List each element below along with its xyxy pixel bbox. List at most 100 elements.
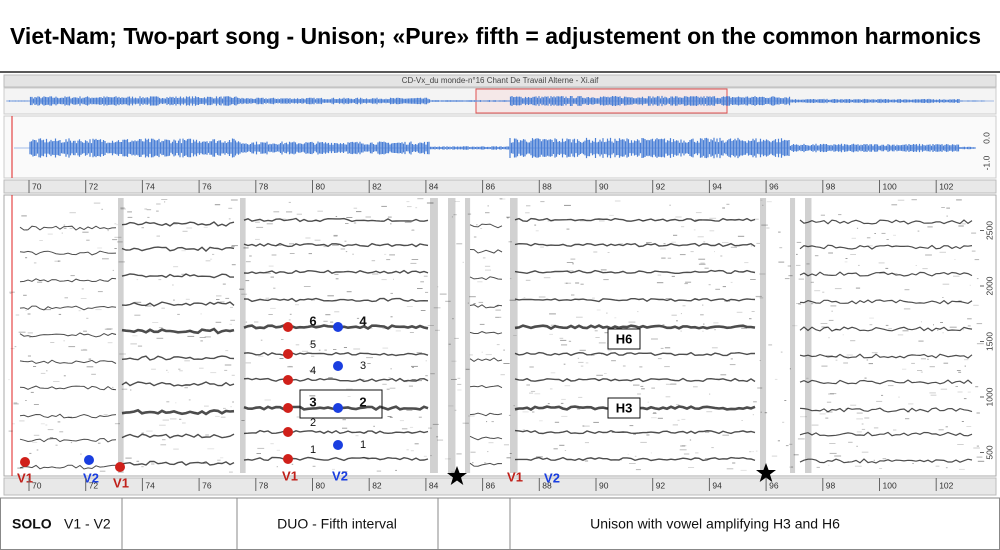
noise: [543, 277, 551, 279]
noise: [317, 210, 323, 212]
noise: [216, 295, 222, 297]
harmonic-trace: [469, 384, 503, 389]
noise: [961, 223, 966, 225]
noise: [372, 273, 379, 275]
noise: [8, 379, 10, 381]
noise: [958, 225, 964, 227]
noise: [10, 348, 15, 350]
noise: [33, 434, 40, 436]
ruler-label: 92: [656, 181, 666, 191]
noise: [205, 434, 209, 436]
noise: [967, 391, 971, 393]
noise: [751, 311, 755, 312]
noise: [45, 309, 51, 311]
noise: [305, 237, 311, 239]
noise: [114, 248, 117, 249]
noise: [604, 332, 610, 334]
noise: [976, 278, 979, 280]
noise: [577, 357, 580, 359]
noise: [709, 393, 711, 395]
section-detail: V1 - V2: [64, 516, 111, 532]
noise: [9, 291, 15, 293]
noise: [47, 233, 53, 235]
noise: [736, 311, 743, 313]
transient: [510, 198, 518, 473]
ruler-label: 100: [883, 181, 897, 191]
noise: [816, 466, 820, 468]
noise: [611, 360, 616, 362]
noise: [777, 440, 780, 442]
ruler-label: 102: [939, 480, 953, 490]
noise: [116, 224, 118, 226]
noise: [162, 439, 166, 441]
noise: [851, 237, 856, 239]
harmonic-trace: [121, 460, 235, 466]
noise: [328, 377, 333, 378]
noise: [387, 416, 392, 417]
noise: [346, 217, 353, 218]
noise: [651, 338, 658, 340]
noise: [578, 396, 583, 398]
noise: [23, 294, 27, 296]
noise: [866, 237, 871, 239]
noise: [607, 350, 612, 352]
noise: [127, 216, 133, 218]
noise: [270, 276, 274, 278]
noise: [455, 378, 457, 380]
noise: [911, 362, 915, 364]
noise: [695, 452, 699, 454]
noise: [560, 339, 567, 341]
noise: [698, 263, 706, 265]
noise: [834, 288, 842, 290]
noise: [946, 215, 948, 217]
noise: [55, 444, 58, 446]
noise: [585, 362, 589, 364]
noise: [886, 239, 889, 240]
noise: [657, 358, 662, 360]
noise: [495, 309, 501, 311]
noise: [141, 466, 144, 468]
noise: [912, 463, 914, 464]
noise: [977, 460, 985, 462]
noise: [97, 291, 103, 293]
noise: [451, 471, 456, 473]
noise: [184, 385, 191, 387]
noise: [873, 427, 879, 429]
noise: [454, 409, 457, 411]
noise: [864, 417, 870, 419]
noise: [579, 220, 587, 222]
section-label: DUO - Fifth interval: [277, 516, 397, 532]
noise: [289, 243, 294, 245]
noise: [713, 322, 719, 324]
noise: [469, 354, 473, 356]
noise: [30, 391, 34, 393]
noise: [61, 232, 63, 234]
noise: [513, 335, 517, 336]
noise: [13, 403, 19, 405]
noise: [69, 227, 73, 229]
noise: [215, 415, 220, 417]
noise: [473, 236, 477, 238]
harmonic-trace: [469, 331, 503, 335]
noise: [430, 373, 435, 375]
noise: [468, 415, 475, 417]
noise: [576, 316, 583, 318]
noise: [929, 366, 935, 368]
noise: [946, 207, 950, 209]
noise: [445, 300, 451, 302]
noise: [33, 262, 37, 264]
noise: [715, 288, 720, 290]
noise: [175, 402, 177, 404]
noise: [939, 251, 946, 253]
noise: [485, 269, 491, 271]
noise: [395, 330, 401, 332]
noise: [560, 402, 564, 404]
noise: [549, 313, 556, 315]
noise: [19, 420, 25, 422]
noise: [390, 223, 392, 225]
noise: [68, 346, 76, 348]
noise: [820, 323, 828, 324]
noise: [911, 199, 917, 201]
noise: [12, 423, 15, 425]
